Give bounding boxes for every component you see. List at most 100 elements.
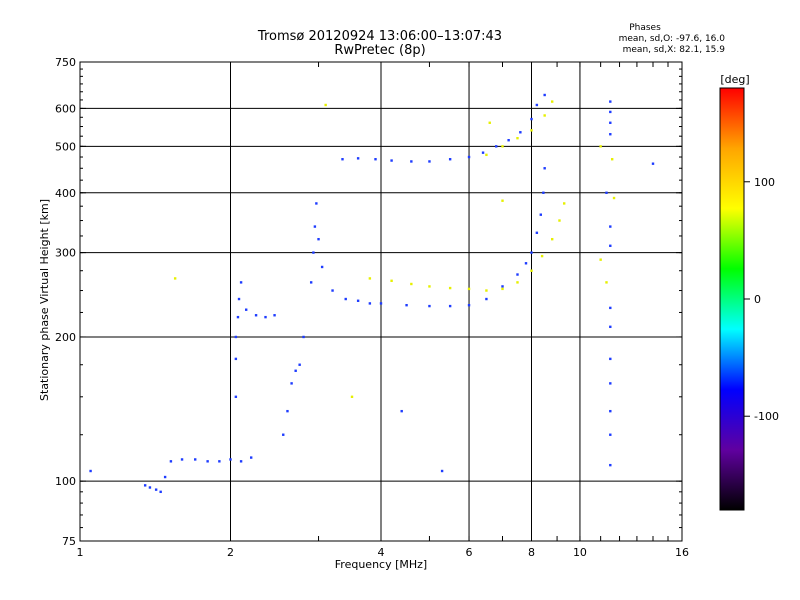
data-point: [331, 289, 334, 292]
data-point: [356, 299, 360, 302]
x-tick-label: 4: [378, 546, 385, 559]
data-point: [448, 286, 452, 290]
data-point: [89, 469, 92, 473]
data-point: [143, 484, 147, 487]
data-point: [605, 191, 608, 194]
data-point: [519, 131, 522, 134]
colorbar: [719, 87, 745, 511]
axis-ticks: 1 2 4 6 8 10 16 75 100 200 300 400 500 600 750: [55, 56, 689, 559]
colorbar-tick-label: 100: [754, 176, 775, 189]
y-axis-label: Stationary phase Virtual Height [km]: [38, 199, 51, 401]
data-point: [320, 265, 324, 269]
x-tick-label: 1: [77, 546, 84, 559]
stats-line-x: mean, sd,X: 82.1, 15.9: [623, 45, 726, 55]
x-tick-label: 8: [528, 546, 535, 559]
data-point: [609, 463, 612, 467]
data-point: [159, 490, 162, 494]
y-tick-label: 400: [55, 187, 76, 200]
data-point: [609, 357, 612, 361]
x-tick-label: 10: [573, 546, 587, 559]
data-point: [524, 262, 528, 265]
data-point: [599, 258, 602, 261]
data-point: [237, 297, 241, 301]
data-point: [610, 158, 614, 161]
y-tick-label: 100: [55, 475, 76, 488]
data-point: [324, 103, 327, 107]
data-point: [485, 153, 488, 157]
data-point: [535, 231, 539, 234]
data-point: [562, 202, 566, 205]
data-point: [501, 199, 504, 202]
data-point: [236, 315, 240, 319]
data-point: [605, 281, 608, 284]
data-point: [516, 281, 519, 284]
y-tick-label: 500: [55, 140, 76, 153]
data-point: [254, 314, 258, 317]
chart-title: Tromsø 20120924 13:06:00–13:07:43: [257, 29, 502, 44]
data-point: [428, 304, 431, 308]
data-point: [609, 225, 612, 228]
data-point: [206, 460, 209, 463]
data-point: [163, 475, 167, 479]
y-tick-label: 600: [55, 102, 76, 115]
data-point: [344, 297, 347, 301]
data-point: [317, 237, 320, 241]
data-point: [405, 303, 408, 307]
data-point: [368, 302, 372, 305]
y-tick-label: 750: [55, 56, 76, 69]
data-point: [467, 303, 471, 307]
data-point: [374, 158, 377, 161]
data-point: [543, 167, 546, 170]
data-point: [599, 145, 602, 148]
x-tick-label: 6: [466, 546, 473, 559]
data-point: [282, 433, 285, 436]
data-point: [530, 269, 533, 272]
data-point: [609, 433, 612, 436]
y-tick-label: 300: [55, 247, 76, 260]
colorbar-tick-label: -100: [754, 410, 779, 423]
data-point: [350, 395, 354, 399]
data-point: [501, 287, 504, 291]
y-tick-label: 75: [62, 535, 76, 548]
data-point: [481, 151, 485, 154]
data-point: [501, 145, 504, 148]
data-point: [410, 282, 413, 286]
data-point: [390, 279, 393, 282]
data-point: [273, 314, 276, 317]
data-point: [356, 157, 360, 160]
grid: [80, 62, 682, 541]
data-point: [341, 158, 344, 161]
data-point: [390, 159, 393, 162]
data-point: [540, 254, 544, 258]
data-point: [368, 277, 372, 280]
data-point: [154, 488, 158, 491]
data-point: [294, 369, 297, 372]
data-point: [312, 251, 315, 254]
data-point: [264, 315, 267, 319]
x-tick-label: 2: [227, 546, 234, 559]
data-point: [315, 202, 318, 205]
y-tick-label: 200: [55, 331, 76, 344]
data-point: [543, 114, 546, 117]
data-point: [609, 121, 612, 124]
data-point: [609, 244, 612, 247]
data-point: [234, 395, 238, 399]
chart-subtitle: RwPretec (8p): [334, 43, 425, 58]
data-point: [651, 162, 655, 165]
data-point: [400, 409, 403, 413]
data-point: [539, 213, 542, 216]
data-point: [609, 110, 612, 114]
data-point: [535, 103, 539, 107]
data-point: [516, 273, 519, 276]
data-point: [148, 486, 152, 489]
data-point: [550, 100, 554, 103]
data-point: [609, 306, 612, 310]
data-point: [550, 237, 554, 241]
data-point: [558, 219, 561, 222]
data-point: [194, 458, 197, 461]
data-points: [89, 93, 655, 494]
colorbar-ticks: 100 0 -100: [744, 176, 779, 423]
data-point: [229, 458, 232, 461]
data-point: [467, 155, 471, 159]
